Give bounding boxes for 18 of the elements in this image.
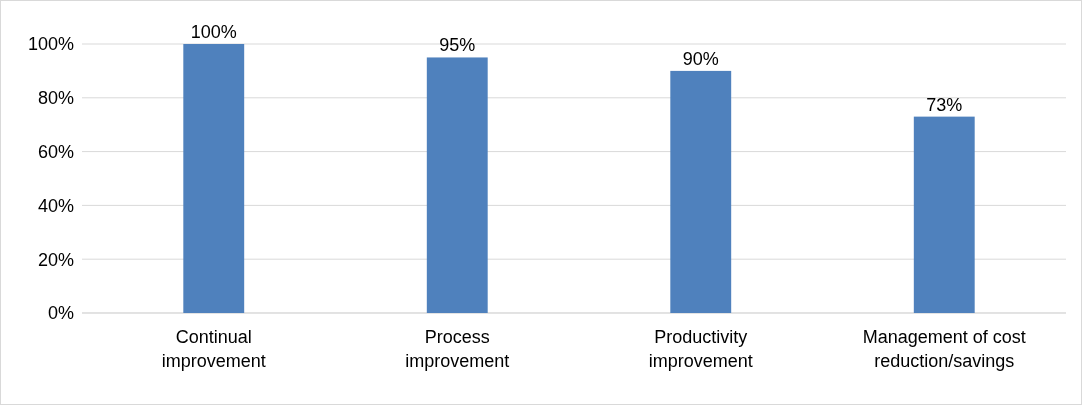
data-label: 100% [190, 22, 237, 42]
y-tick-label: 60% [37, 141, 74, 162]
y-tick-label: 40% [37, 195, 74, 216]
x-tick-label: Productivity improvement [648, 327, 753, 371]
x-tick-label: Process improvement [405, 327, 510, 371]
bar [183, 44, 245, 313]
data-label: 73% [926, 94, 963, 115]
bar [426, 57, 488, 313]
y-tick-label: 0% [47, 303, 74, 324]
y-tick-label: 100% [27, 34, 74, 55]
y-tick-label: 20% [37, 249, 74, 270]
bar [670, 70, 732, 313]
x-tick-label: Management of cost reduction/savings [862, 327, 1026, 371]
y-tick-label: 80% [37, 88, 74, 109]
x-tick-label: Continual improvement [161, 327, 266, 371]
data-label: 95% [439, 35, 476, 56]
bar [913, 116, 975, 313]
data-label: 90% [682, 48, 719, 69]
